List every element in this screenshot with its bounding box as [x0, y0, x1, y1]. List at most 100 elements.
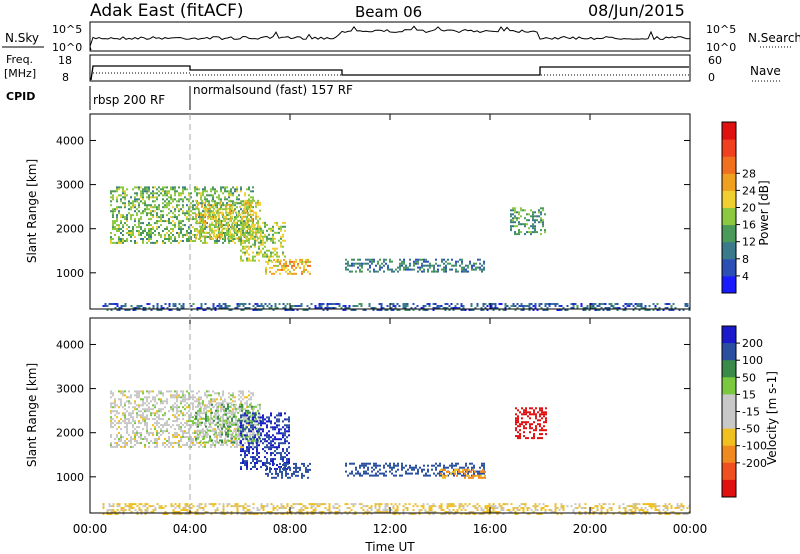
data-cell: [176, 232, 178, 234]
data-cell: [136, 226, 138, 229]
data-cell: [199, 219, 201, 222]
data-cell: [545, 433, 547, 436]
data-cell: [287, 268, 289, 271]
data-cell: [225, 207, 227, 210]
data-cell: [433, 268, 435, 271]
data-cell: [120, 222, 122, 225]
data-cell: [122, 240, 124, 242]
data-cell: [182, 198, 184, 201]
data-cell: [444, 474, 446, 477]
data-cell: [188, 430, 190, 433]
data-cell: [427, 470, 429, 473]
data-cell: [448, 309, 451, 311]
data-cell: [456, 468, 458, 471]
data-cell: [301, 472, 303, 475]
data-cell: [240, 202, 242, 205]
data-cell: [200, 303, 203, 305]
data-cell: [484, 511, 487, 513]
data-cell: [305, 258, 307, 261]
data-cell: [268, 307, 271, 309]
data-cell: [515, 435, 517, 438]
data-cell: [270, 436, 272, 439]
data-cell: [276, 438, 278, 441]
data-cell: [211, 199, 213, 202]
data-cell: [248, 442, 250, 445]
data-cell: [284, 452, 286, 455]
data-cell: [140, 196, 142, 199]
data-cell: [196, 234, 198, 236]
data-cell: [220, 402, 222, 405]
data-cell: [212, 400, 214, 403]
data-cell: [394, 511, 397, 513]
data-cell: [154, 241, 156, 244]
data-cell: [203, 441, 205, 444]
data-cell: [146, 410, 148, 413]
data-cell: [190, 218, 192, 221]
data-cell: [279, 260, 281, 263]
data-cell: [132, 226, 134, 229]
data-cell: [452, 509, 455, 511]
data-cell: [172, 436, 174, 438]
data-cell: [178, 220, 180, 223]
data-cell: [270, 420, 272, 423]
data-cell: [422, 507, 425, 509]
data-cell: [244, 307, 247, 309]
data-cell: [218, 196, 220, 199]
data-cell: [524, 225, 526, 228]
data-cell: [252, 456, 254, 459]
data-cell: [306, 309, 309, 311]
data-cell: [142, 414, 144, 417]
data-cell: [268, 436, 270, 439]
data-cell: [170, 198, 172, 201]
data-cell: [203, 417, 205, 420]
data-cell: [214, 445, 216, 448]
data-cell: [203, 219, 205, 222]
data-cell: [112, 445, 114, 448]
data-cell: [190, 424, 192, 427]
data-cell: [554, 305, 557, 307]
data-cell: [264, 462, 266, 464]
data-cell: [498, 309, 501, 311]
data-cell: [156, 206, 158, 209]
data-cell: [218, 198, 220, 201]
data-cell: [481, 268, 483, 271]
data-cell: [453, 264, 455, 267]
data-cell: [431, 464, 433, 467]
data-cell: [235, 415, 237, 418]
data-cell: [281, 474, 283, 477]
data-cell: [220, 206, 222, 209]
data-cell: [188, 210, 190, 213]
y-tick-label: 3000: [56, 179, 84, 192]
data-cell: [240, 442, 242, 445]
data-cell: [162, 206, 164, 209]
data-cell: [238, 210, 240, 213]
data-cell: [219, 429, 221, 432]
data-cell: [174, 236, 176, 238]
data-cell: [458, 503, 461, 506]
data-cell: [482, 470, 484, 473]
data-cell: [162, 430, 164, 433]
data-cell: [114, 410, 116, 413]
data-cell: [240, 231, 242, 234]
data-cell: [252, 444, 254, 446]
data-cell: [280, 503, 283, 506]
data-cell: [399, 258, 401, 261]
data-cell: [166, 238, 168, 240]
data-cell: [350, 503, 353, 506]
data-cell: [525, 411, 527, 414]
data-cell: [204, 238, 206, 240]
data-cell: [124, 414, 126, 417]
data-cell: [276, 513, 279, 515]
data-cell: [252, 257, 254, 260]
data-cell: [574, 303, 577, 305]
data-cell: [190, 442, 192, 444]
data-cell: [248, 398, 250, 401]
data-cell: [110, 422, 112, 425]
data-cell: [504, 309, 507, 311]
data-cell: [142, 190, 144, 193]
data-cell: [256, 446, 258, 449]
data-cell: [367, 472, 369, 475]
data-cell: [176, 436, 178, 438]
data-cell: [448, 505, 451, 508]
data-cell: [112, 216, 114, 219]
